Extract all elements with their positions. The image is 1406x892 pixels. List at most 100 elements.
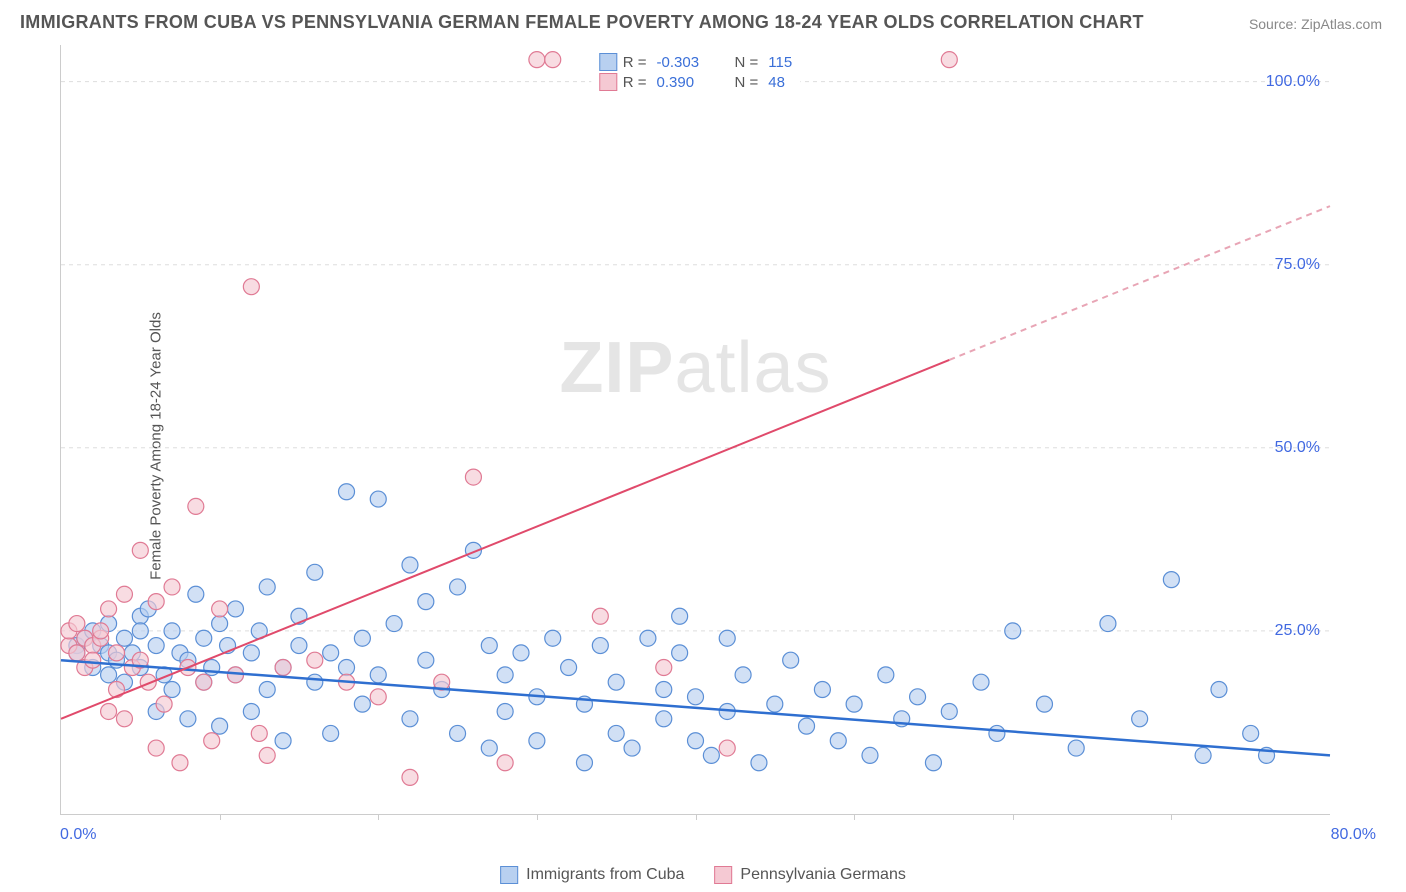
scatter-point: [941, 703, 957, 719]
scatter-point: [402, 711, 418, 727]
scatter-point: [973, 674, 989, 690]
scatter-point: [156, 696, 172, 712]
scatter-point: [529, 733, 545, 749]
scatter-point: [592, 608, 608, 624]
legend-correlation-row: R =-0.303N =115: [599, 53, 792, 71]
scatter-point: [1195, 747, 1211, 763]
chart-svg: [61, 45, 1330, 814]
scatter-point: [402, 769, 418, 785]
scatter-point: [941, 52, 957, 68]
chart-title: IMMIGRANTS FROM CUBA VS PENNSYLVANIA GER…: [20, 12, 1144, 33]
scatter-point: [116, 711, 132, 727]
scatter-point: [862, 747, 878, 763]
scatter-point: [624, 740, 640, 756]
scatter-point: [132, 542, 148, 558]
y-tick-label: 100.0%: [1266, 73, 1320, 91]
scatter-point: [402, 557, 418, 573]
scatter-point: [370, 667, 386, 683]
x-tick-mark: [1013, 814, 1014, 820]
scatter-point: [101, 667, 117, 683]
scatter-point: [529, 52, 545, 68]
scatter-point: [212, 616, 228, 632]
scatter-point: [846, 696, 862, 712]
scatter-point: [188, 586, 204, 602]
scatter-point: [164, 579, 180, 595]
scatter-point: [481, 638, 497, 654]
scatter-point: [910, 689, 926, 705]
scatter-point: [465, 469, 481, 485]
x-axis-min-label: 0.0%: [60, 826, 96, 844]
scatter-point: [719, 740, 735, 756]
legend-series-label: Pennsylvania Germans: [740, 866, 905, 884]
scatter-point: [656, 660, 672, 676]
scatter-point: [688, 689, 704, 705]
scatter-point: [513, 645, 529, 661]
legend-correlation-row: R =0.390N =48: [599, 73, 792, 91]
scatter-point: [243, 703, 259, 719]
scatter-point: [592, 638, 608, 654]
scatter-point: [830, 733, 846, 749]
scatter-point: [545, 52, 561, 68]
scatter-point: [878, 667, 894, 683]
scatter-point: [323, 645, 339, 661]
scatter-point: [323, 725, 339, 741]
scatter-point: [109, 645, 125, 661]
scatter-point: [180, 711, 196, 727]
scatter-point: [1163, 572, 1179, 588]
scatter-point: [545, 630, 561, 646]
x-tick-mark: [220, 814, 221, 820]
scatter-point: [307, 564, 323, 580]
chart-container: IMMIGRANTS FROM CUBA VS PENNSYLVANIA GER…: [0, 0, 1406, 892]
y-tick-label: 50.0%: [1275, 439, 1320, 457]
scatter-point: [656, 711, 672, 727]
scatter-point: [101, 703, 117, 719]
scatter-point: [1132, 711, 1148, 727]
scatter-point: [291, 638, 307, 654]
scatter-point: [164, 681, 180, 697]
scatter-point: [386, 616, 402, 632]
trend-line-extrapolated: [949, 206, 1330, 360]
scatter-point: [259, 747, 275, 763]
legend-swatch: [714, 866, 732, 884]
scatter-point: [688, 733, 704, 749]
scatter-point: [196, 674, 212, 690]
scatter-point: [101, 601, 117, 617]
scatter-point: [69, 616, 85, 632]
scatter-point: [227, 601, 243, 617]
x-axis-max-label: 80.0%: [1331, 826, 1376, 844]
scatter-point: [481, 740, 497, 756]
scatter-point: [354, 696, 370, 712]
scatter-point: [212, 718, 228, 734]
scatter-point: [370, 491, 386, 507]
scatter-point: [751, 755, 767, 771]
legend-series-item: Pennsylvania Germans: [714, 866, 905, 884]
scatter-point: [307, 674, 323, 690]
scatter-point: [275, 660, 291, 676]
scatter-point: [1100, 616, 1116, 632]
scatter-point: [799, 718, 815, 734]
scatter-point: [85, 652, 101, 668]
scatter-point: [989, 725, 1005, 741]
scatter-point: [339, 660, 355, 676]
scatter-point: [148, 740, 164, 756]
scatter-point: [418, 652, 434, 668]
scatter-point: [719, 630, 735, 646]
x-tick-mark: [378, 814, 379, 820]
scatter-point: [735, 667, 751, 683]
trend-line: [61, 360, 949, 719]
scatter-point: [307, 652, 323, 668]
x-tick-mark: [1171, 814, 1172, 820]
scatter-point: [354, 630, 370, 646]
scatter-point: [814, 681, 830, 697]
scatter-point: [172, 755, 188, 771]
scatter-point: [69, 645, 85, 661]
scatter-point: [640, 630, 656, 646]
scatter-point: [259, 681, 275, 697]
scatter-point: [925, 755, 941, 771]
scatter-point: [656, 681, 672, 697]
scatter-point: [1211, 681, 1227, 697]
scatter-point: [259, 579, 275, 595]
scatter-point: [204, 733, 220, 749]
scatter-point: [243, 279, 259, 295]
y-tick-label: 25.0%: [1275, 622, 1320, 640]
